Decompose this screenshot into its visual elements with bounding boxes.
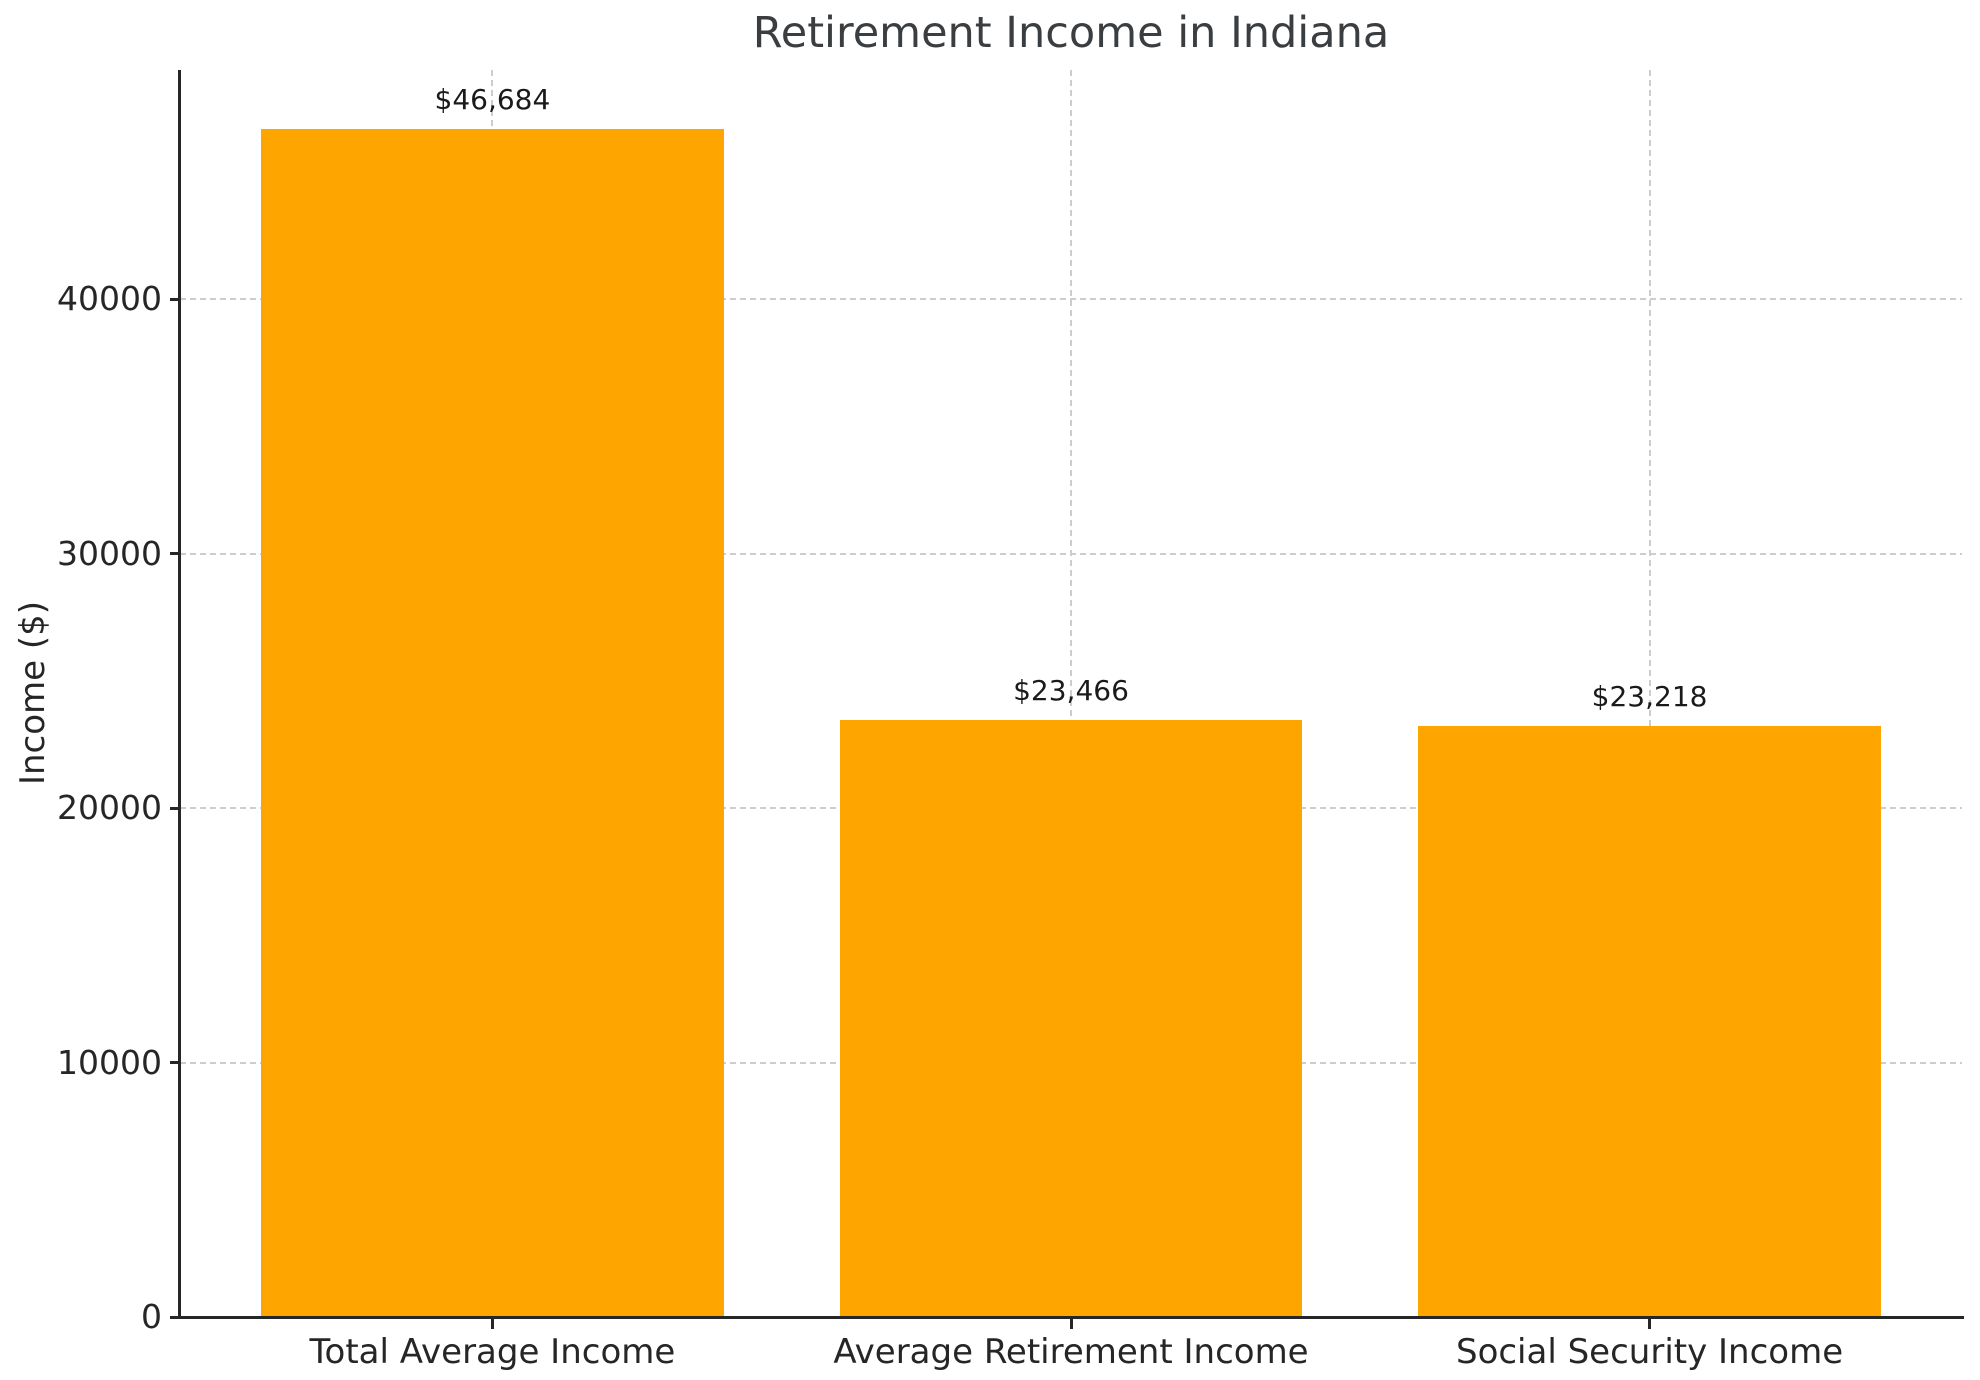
bar-value-label: $46,684 [434, 83, 551, 117]
x-tick-mark [490, 1319, 494, 1329]
y-axis-label: Income ($) [13, 600, 53, 786]
x-tick-mark [1069, 1319, 1073, 1329]
horizontal-gridline [180, 298, 1962, 301]
y-tick-label: 40000 [57, 279, 162, 319]
bar-total-average-income [261, 129, 724, 1317]
bar-value-label: $23,218 [1591, 680, 1708, 714]
bar-value-label: $23,466 [1013, 674, 1129, 708]
y-tick-mark [170, 297, 180, 301]
y-tick-label: 0 [141, 1297, 162, 1336]
y-tick-label: 10000 [57, 1042, 162, 1082]
x-tick-mark [1648, 1319, 1652, 1329]
y-tick-mark [170, 1061, 180, 1065]
y-tick-mark [170, 806, 180, 810]
y-tick-label: 20000 [57, 788, 162, 828]
plot-area: $46,684 $23,466 $23,218 [180, 70, 1962, 1317]
horizontal-gridline [180, 552, 1962, 555]
bar-average-retirement-income [839, 720, 1303, 1317]
x-tick-label: Total Average Income [309, 1332, 676, 1372]
vertical-gridline [1070, 70, 1072, 1317]
y-tick-mark [170, 552, 180, 556]
x-tick-label: Average Retirement Income [833, 1332, 1309, 1372]
y-tick-label: 30000 [57, 533, 162, 573]
bar-social-security-income [1418, 726, 1881, 1317]
y-tick-mark [170, 1315, 180, 1319]
x-tick-label: Social Security Income [1455, 1332, 1844, 1372]
vertical-gridline [1648, 70, 1651, 1317]
chart-title: Retirement Income in Indiana [752, 8, 1390, 58]
